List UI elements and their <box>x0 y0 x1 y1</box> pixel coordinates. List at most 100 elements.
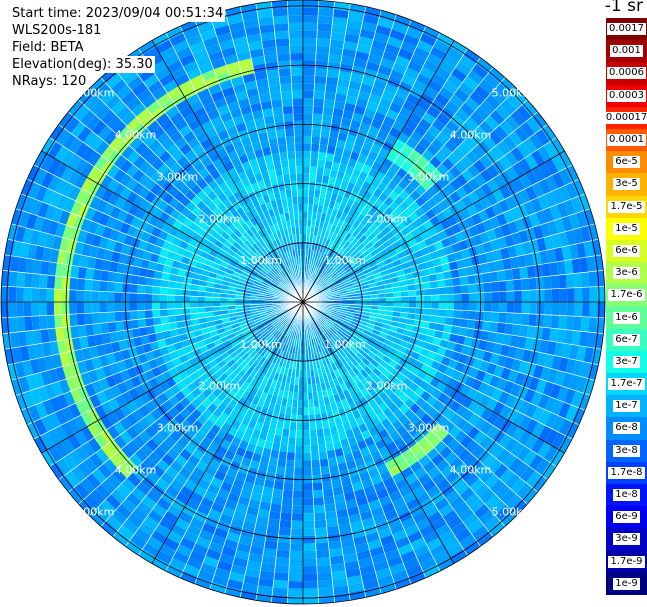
heatmap-cell <box>464 116 480 132</box>
heatmap-cell <box>514 461 529 478</box>
heatmap-cell <box>113 241 124 254</box>
heatmap-cell <box>412 80 428 93</box>
heatmap-cell <box>392 120 405 132</box>
heatmap-cell <box>44 355 55 371</box>
heatmap-cell <box>446 515 463 530</box>
heatmap-cell <box>410 537 427 551</box>
ray-separator <box>302 301 586 411</box>
heatmap-cell <box>459 467 474 482</box>
heatmap-cell <box>272 364 279 373</box>
heatmap-cell <box>283 113 294 122</box>
heatmap-cell <box>399 106 413 119</box>
heatmap-cell <box>314 189 321 198</box>
heatmap-cell <box>322 312 330 318</box>
heatmap-cell <box>363 68 378 80</box>
heatmap-cell <box>137 318 147 328</box>
heatmap-cell <box>276 286 284 292</box>
heatmap-cell <box>436 381 447 393</box>
heatmap-cell <box>317 205 324 214</box>
heatmap-cell <box>455 61 472 76</box>
heatmap-cell <box>101 478 117 495</box>
heatmap-cell <box>251 288 260 293</box>
heatmap-cell <box>197 285 207 292</box>
heatmap-cell <box>523 200 536 216</box>
heatmap-cell <box>400 161 413 173</box>
heatmap-cell <box>127 76 144 91</box>
heatmap-cell <box>293 323 298 332</box>
heatmap-cell <box>454 462 469 476</box>
heatmap-cell <box>328 328 335 336</box>
heatmap-cell <box>374 395 384 406</box>
heatmap-cell <box>478 79 495 95</box>
heatmap-cell <box>572 179 585 197</box>
heatmap-cell <box>148 377 160 389</box>
heatmap-cell <box>213 495 228 507</box>
heatmap-cell <box>287 444 296 453</box>
heatmap-cell <box>294 377 299 385</box>
heatmap-cell <box>278 451 288 460</box>
heatmap-cell <box>156 497 172 511</box>
heatmap-cell <box>89 488 106 505</box>
heatmap-cell <box>261 555 277 565</box>
heatmap-cell <box>361 571 378 583</box>
heatmap-cell <box>152 86 168 101</box>
heatmap-cell <box>522 450 538 467</box>
heatmap-cell <box>508 131 523 147</box>
heatmap-cell <box>296 173 303 182</box>
heatmap-cell <box>544 396 557 413</box>
ray-separator <box>1 301 304 319</box>
heatmap-cell <box>391 316 400 323</box>
heatmap-cell <box>267 169 277 178</box>
heatmap-cell <box>387 555 404 568</box>
heatmap-cell <box>565 404 578 422</box>
heatmap-cell <box>212 206 223 217</box>
heatmap-cell <box>169 430 182 443</box>
heatmap-cell <box>329 555 345 565</box>
heatmap-cell <box>107 311 116 323</box>
heatmap-cell <box>414 466 428 480</box>
heatmap-cell <box>251 141 262 152</box>
heatmap-cell <box>292 196 298 205</box>
heatmap-cell <box>482 241 493 254</box>
heatmap-cell <box>268 314 277 320</box>
heatmap-cell <box>232 241 242 250</box>
heatmap-cell <box>378 147 390 159</box>
heatmap-cell <box>242 112 255 123</box>
heatmap-cell <box>347 207 356 217</box>
heatmap-cell <box>551 188 564 205</box>
heatmap-cell <box>103 342 114 355</box>
heatmap-cell <box>23 390 36 408</box>
heatmap-cell <box>331 479 343 489</box>
heatmap-cell <box>273 404 281 413</box>
heatmap-cell <box>240 381 250 391</box>
heatmap-cell <box>263 115 275 125</box>
heatmap-cell <box>346 18 363 29</box>
heatmap-cell <box>426 537 443 551</box>
heatmap-cell <box>406 278 415 286</box>
heatmap-cell <box>329 130 340 140</box>
heatmap-cell <box>289 250 294 259</box>
heatmap-cell <box>32 329 42 345</box>
heatmap-cell <box>353 58 368 69</box>
heatmap-cell <box>255 516 269 526</box>
heatmap-cell <box>449 94 465 109</box>
heatmap-cell <box>300 347 303 355</box>
heatmap-cell <box>417 333 427 342</box>
heatmap-cell <box>377 221 388 232</box>
heatmap-cell <box>521 374 533 389</box>
heatmap-cell <box>367 539 383 550</box>
heatmap-cell <box>291 265 296 274</box>
heatmap-cell <box>421 275 430 284</box>
heatmap-cell <box>451 369 462 381</box>
heatmap-cell <box>289 558 303 567</box>
heatmap-cell <box>303 113 313 121</box>
heatmap-cell <box>258 132 269 142</box>
heatmap-cell <box>167 530 183 545</box>
heatmap-cell <box>275 557 290 566</box>
heatmap-cell <box>276 264 283 272</box>
heatmap-cell <box>243 450 254 460</box>
heatmap-cell <box>310 338 315 347</box>
heatmap-cell <box>175 492 190 505</box>
heatmap-cell <box>409 149 422 162</box>
heatmap-cell <box>192 466 205 479</box>
